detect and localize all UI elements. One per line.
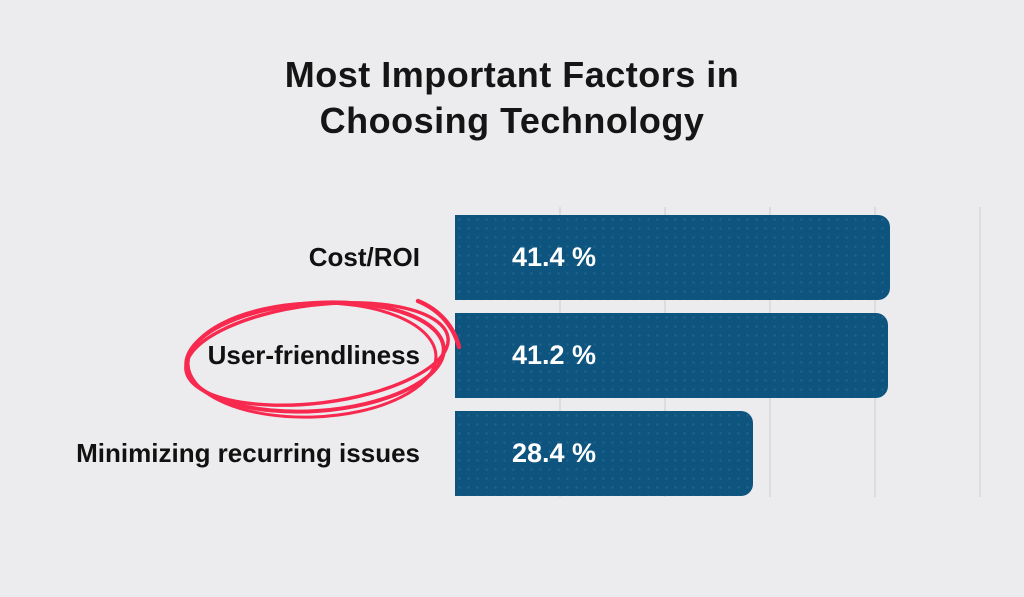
- chart-row-2: Minimizing recurring issues 28.4 %: [0, 411, 1024, 496]
- plot-area-1: 41.2 %: [455, 313, 980, 398]
- chart-title: Most Important Factors in Choosing Techn…: [0, 52, 1024, 144]
- bar-2: 28.4 %: [455, 411, 754, 496]
- category-label-1: User-friendliness: [207, 340, 420, 370]
- bar-value-label-2: 28.4 %: [512, 438, 597, 468]
- chart-rows: Cost/ROI 41.4 % User-friendliness 41.2 % Min…: [0, 215, 1024, 496]
- bar-1: 41.2 %: [455, 313, 888, 398]
- bar-value-label-0: 41.4 %: [512, 242, 597, 272]
- bar-value-label-1: 41.2 %: [512, 340, 597, 370]
- category-label-0: Cost/ROI: [308, 242, 420, 272]
- plot-area-2: 28.4 %: [455, 411, 980, 496]
- chart-title-line-1: Most Important Factors in: [284, 54, 740, 95]
- chart-row-0: Cost/ROI 41.4 %: [0, 215, 1024, 300]
- plot-area-0: 41.4 %: [455, 215, 980, 300]
- bar-chart: Cost/ROI 41.4 % User-friendliness 41.2 % Min…: [0, 207, 1024, 509]
- chart-title-line-2: Choosing Technology: [319, 100, 705, 141]
- bar-0: 41.4 %: [455, 215, 890, 300]
- category-label-2: Minimizing recurring issues: [76, 438, 420, 468]
- chart-row-1: User-friendliness 41.2 %: [0, 313, 1024, 398]
